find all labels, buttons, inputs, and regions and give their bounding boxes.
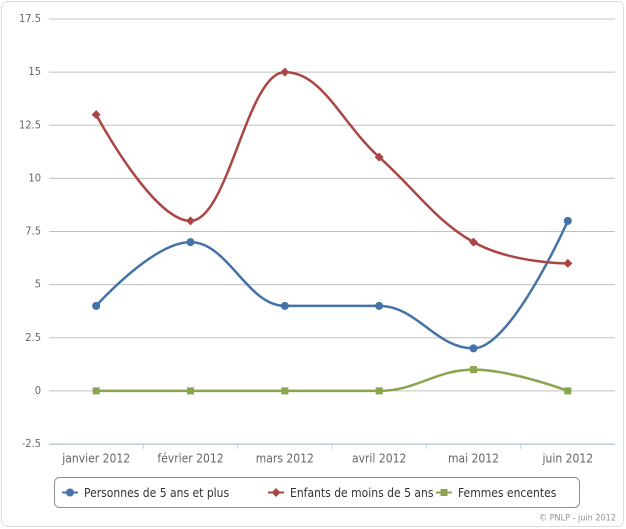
x-tick-label: juin 2012 bbox=[542, 452, 594, 466]
legend-box bbox=[54, 477, 580, 508]
legend-label: Personnes de 5 ans et plus bbox=[84, 486, 230, 500]
marker bbox=[281, 387, 289, 395]
marker bbox=[469, 237, 478, 247]
marker bbox=[280, 301, 289, 310]
marker bbox=[187, 387, 194, 395]
y-tick-label: 7.5 bbox=[25, 225, 41, 238]
y-tick-label: -2.5 bbox=[22, 437, 41, 450]
marker bbox=[469, 344, 478, 353]
x-tick-label: février 2012 bbox=[157, 452, 223, 466]
x-tick-label: janvier 2012 bbox=[61, 452, 130, 466]
marker bbox=[92, 387, 100, 395]
x-tick-label: mai 2012 bbox=[448, 452, 499, 466]
y-tick-label: 15 bbox=[28, 65, 41, 78]
y-tick-label: 10 bbox=[28, 171, 41, 184]
marker bbox=[91, 110, 101, 120]
y-tick-label: 17.5 bbox=[19, 12, 41, 25]
marker bbox=[271, 488, 281, 497]
marker bbox=[186, 238, 195, 247]
legend-label: Enfants de moins de 5 ans bbox=[290, 486, 434, 500]
series-line bbox=[95, 220, 569, 350]
x-tick-label: mars 2012 bbox=[256, 452, 314, 466]
credits: © PNLP - juin 2012 bbox=[539, 514, 616, 524]
series-line bbox=[96, 368, 569, 393]
marker bbox=[280, 67, 290, 77]
marker bbox=[470, 366, 477, 374]
marker bbox=[92, 301, 101, 310]
y-tick-label: 12.5 bbox=[19, 118, 41, 131]
marker bbox=[374, 152, 384, 162]
y-tick-label: 2.5 bbox=[25, 331, 41, 344]
marker bbox=[563, 216, 572, 225]
marker bbox=[186, 216, 195, 226]
y-tick-label: 0 bbox=[35, 384, 41, 397]
marker bbox=[375, 387, 383, 395]
marker bbox=[563, 258, 573, 268]
marker bbox=[440, 489, 448, 496]
x-tick-label: avril 2012 bbox=[352, 452, 406, 466]
y-tick-label: 5 bbox=[35, 278, 41, 291]
marker bbox=[66, 488, 74, 497]
marker bbox=[375, 301, 384, 310]
marker bbox=[564, 387, 572, 395]
legend-label: Femmes encentes bbox=[458, 486, 557, 500]
